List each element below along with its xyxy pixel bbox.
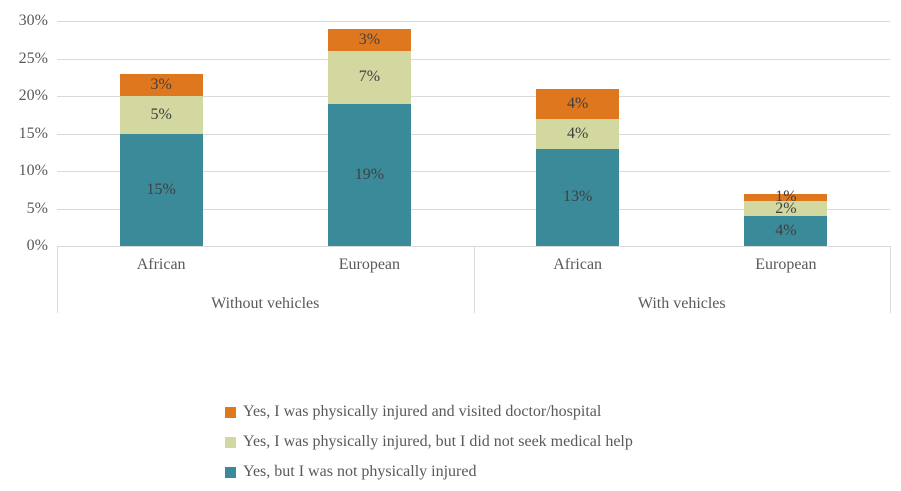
bar-segment <box>327 51 411 104</box>
group-label: Without vehicles <box>211 295 320 312</box>
bar-segment <box>327 103 411 246</box>
category-band-border <box>57 246 58 313</box>
legend-item: Yes, I was physically injured, but I did… <box>225 433 633 451</box>
y-axis-tick-label: 25% <box>18 49 48 67</box>
bar-segment <box>327 28 411 51</box>
y-axis-tick-label: 10% <box>18 162 48 179</box>
data-label: 7% <box>358 68 381 86</box>
y-axis-tick-label: 0% <box>26 237 48 254</box>
gridline <box>57 21 890 22</box>
gridline <box>57 208 890 210</box>
category-band-border <box>473 246 475 313</box>
bar-segment <box>744 216 828 246</box>
data-label: 13% <box>562 188 593 206</box>
gridline <box>57 58 890 60</box>
bar-segment <box>744 201 828 216</box>
y-axis-tick-label: 30% <box>18 12 48 29</box>
data-label: 4% <box>566 124 589 142</box>
group-label: With vehicles <box>637 295 726 312</box>
gridline <box>57 171 890 172</box>
category-band-border <box>890 246 891 313</box>
legend-marker-icon <box>225 406 236 418</box>
data-label: 19% <box>354 165 385 183</box>
bar-segment <box>119 73 203 96</box>
y-axis-tick-label: 15% <box>18 124 48 142</box>
data-label: 4% <box>775 222 797 239</box>
category-label: African <box>136 256 186 273</box>
legend-item-label: Yes, I was physically injured, but I did… <box>243 433 633 450</box>
gridline <box>57 133 890 135</box>
legend-marker-icon <box>225 436 236 448</box>
gridline <box>57 96 890 97</box>
y-axis-tick-label: 20% <box>18 87 48 104</box>
chart-legend: Yes, I was physically injured and visite… <box>225 403 633 491</box>
bar-segment <box>536 88 620 119</box>
data-label: 3% <box>358 30 381 48</box>
data-label: 5% <box>150 105 172 123</box>
category-label: European <box>338 256 401 273</box>
legend-item-label: Yes, but I was not physically injured <box>243 463 477 480</box>
data-label: 1% <box>775 188 797 206</box>
category-label: European <box>755 256 817 273</box>
bar-segment <box>119 133 203 246</box>
legend-marker-icon <box>225 466 236 478</box>
data-label: 15% <box>146 180 176 198</box>
data-label: 3% <box>150 75 172 93</box>
data-label: 4% <box>566 94 589 112</box>
category-label: African <box>553 256 603 273</box>
bar-segment <box>119 96 203 134</box>
legend-item: Yes, I was physically injured and visite… <box>225 403 633 421</box>
bar-segment <box>536 118 620 149</box>
legend-item-label: Yes, I was physically injured and visite… <box>243 403 602 420</box>
data-label: 2% <box>775 199 797 217</box>
legend-item: Yes, but I was not physically injured <box>225 463 633 481</box>
bar-segment <box>744 193 828 201</box>
bar-segment <box>536 148 620 246</box>
y-axis-tick-label: 5% <box>26 199 48 217</box>
